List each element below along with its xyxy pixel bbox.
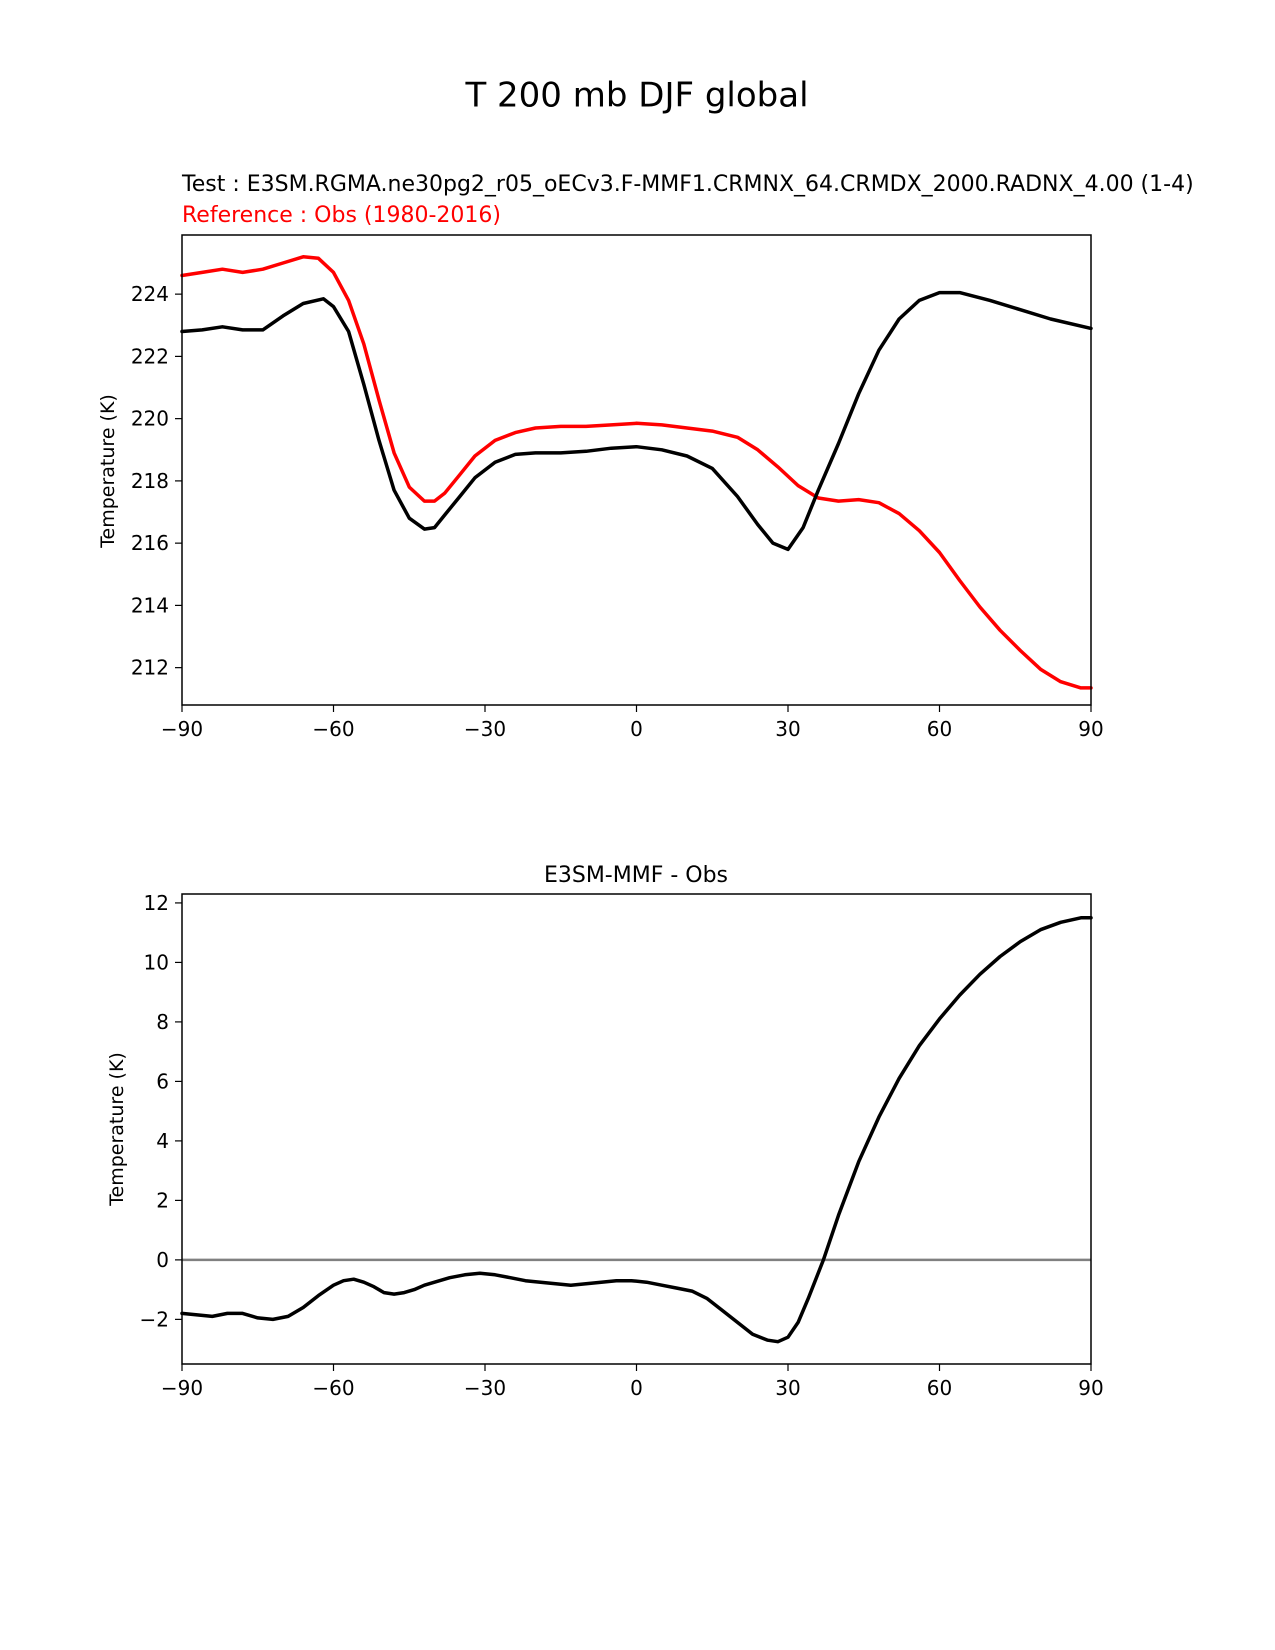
bottom-panel-y-tick-label: 6 <box>156 1069 169 1093</box>
top-panel-x-tick-label: −60 <box>312 717 354 741</box>
bottom-panel-series-difference <box>180 916 1093 1344</box>
top-panel-x-tick-label: −30 <box>464 717 506 741</box>
bottom-panel-y-tick-label: 12 <box>144 891 169 915</box>
top-panel-y-tick-label: 222 <box>131 344 169 368</box>
figure-title: T 200 mb DJF global <box>464 76 808 116</box>
top-panel-x-tick-label: 0 <box>630 717 643 741</box>
bottom-panel-y-tick-label: −2 <box>140 1307 169 1331</box>
bottom-panel-y-axis-label: Temperature (K) <box>106 1052 128 1207</box>
bottom-panel-title: E3SM-MMF - Obs <box>544 863 728 888</box>
bottom-panel-ticks: −90 −60 −30 0 30 60 90 −2 0 2 4 6 8 10 12 <box>140 891 1104 1400</box>
top-panel-ticks: −90 −60 −30 0 30 60 90 212 214 216 218 220 222 224 <box>131 282 1104 741</box>
top-panel-frame <box>181 234 1092 706</box>
bottom-panel: E3SM-MMF - Obs Temperature (K) −90 −60 −30… <box>106 863 1104 1400</box>
top-panel-y-tick-label: 216 <box>131 531 169 555</box>
bottom-panel-y-tick-label: 4 <box>156 1129 169 1153</box>
top-panel-series-test <box>180 290 1093 552</box>
bottom-panel-plot-area <box>180 916 1093 1344</box>
bottom-panel-x-tick-label: 30 <box>775 1376 800 1400</box>
top-panel-x-tick-label: 30 <box>775 717 800 741</box>
bottom-panel-x-tick-label: 90 <box>1078 1376 1103 1400</box>
top-panel-y-tick-label: 224 <box>131 282 169 306</box>
top-panel-x-tick-label: −90 <box>161 717 203 741</box>
top-panel-y-tick-label: 214 <box>131 593 169 617</box>
top-panel-x-tick-label: 60 <box>927 717 952 741</box>
bottom-panel-x-tick-label: −30 <box>464 1376 506 1400</box>
bottom-panel-y-tick-label: 8 <box>156 1010 169 1034</box>
top-panel-plot-area <box>180 255 1093 690</box>
bottom-panel-x-tick-label: −90 <box>161 1376 203 1400</box>
bottom-panel-y-tick-label: 2 <box>156 1188 169 1212</box>
top-panel-y-axis-label: Temperature (K) <box>97 394 119 549</box>
top-panel-reference-subtitle: Reference : Obs (1980-2016) <box>182 203 501 228</box>
top-panel-y-tick-label: 218 <box>131 469 169 493</box>
top-panel: Test : E3SM.RGMA.ne30pg2_r05_oECv3.F-MMF… <box>97 172 1194 741</box>
top-panel-y-tick-label: 212 <box>131 656 169 680</box>
bottom-panel-frame <box>181 893 1092 1365</box>
bottom-panel-x-tick-label: −60 <box>312 1376 354 1400</box>
top-panel-y-tick-label: 220 <box>131 407 169 431</box>
bottom-panel-y-tick-label: 0 <box>156 1248 169 1272</box>
top-panel-test-subtitle: Test : E3SM.RGMA.ne30pg2_r05_oECv3.F-MMF… <box>181 172 1194 197</box>
bottom-panel-x-tick-label: 0 <box>630 1376 643 1400</box>
top-panel-series-reference <box>180 255 1093 690</box>
top-panel-x-tick-label: 90 <box>1078 717 1103 741</box>
bottom-panel-y-tick-label: 10 <box>144 950 169 974</box>
bottom-panel-x-tick-label: 60 <box>927 1376 952 1400</box>
